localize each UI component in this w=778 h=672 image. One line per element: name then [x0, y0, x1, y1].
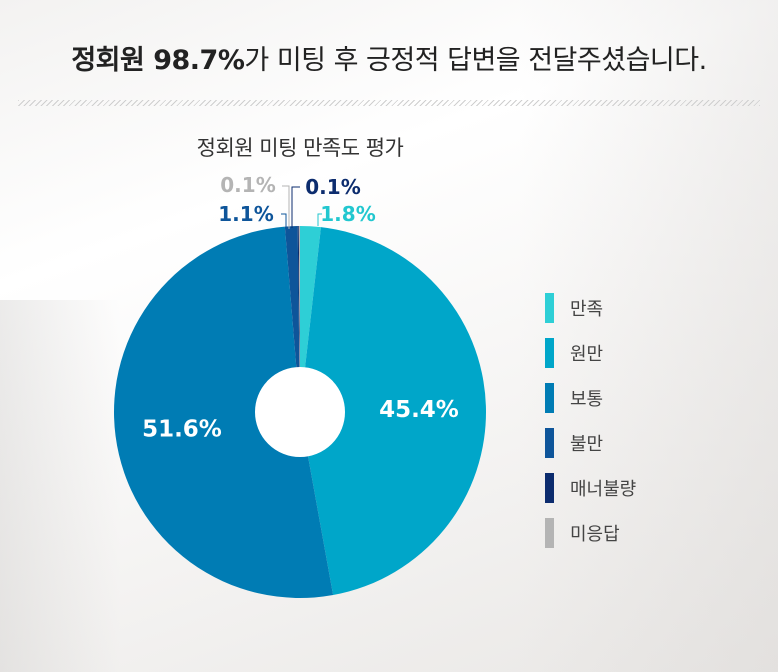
hatched-divider	[18, 100, 760, 106]
legend-label: 불만	[570, 433, 604, 455]
legend-swatch	[545, 472, 554, 503]
data-label-dissatisfied: 1.1%	[218, 202, 273, 226]
legend-label: 만족	[570, 298, 604, 320]
legend-swatch	[545, 337, 554, 368]
data-label-smooth: 45.4%	[379, 397, 459, 423]
leader-line-no-response	[282, 185, 290, 229]
legend-item-bad-manners: 매너불량	[545, 465, 636, 510]
legend-swatch	[545, 382, 554, 413]
headline-rest: 가 미팅 후 긍정적 답변을 전달주셨습니다.	[244, 45, 707, 76]
legend-item-no-response: 미응답	[545, 510, 636, 555]
slice-average	[114, 226, 334, 598]
data-label-no-response: 0.1%	[220, 173, 275, 197]
legend-item-average: 보통	[545, 375, 636, 420]
data-label-bad-manners: 0.1%	[305, 175, 360, 199]
legend-swatch	[545, 427, 554, 458]
data-label-satisfied: 1.8%	[320, 202, 375, 226]
legend-item-satisfied: 만족	[545, 285, 636, 330]
headline-strong: 정회원 98.7%	[71, 45, 245, 76]
slice-dissatisfied	[284, 226, 300, 369]
donut-hole	[255, 367, 345, 457]
legend-item-smooth: 원만	[545, 330, 636, 375]
background-shade-left	[0, 300, 120, 672]
leader-line-bad-manners	[291, 186, 300, 228]
leader-line-dissatisfied	[281, 213, 287, 230]
slice-smooth	[304, 227, 487, 596]
slice-bad-manners	[297, 226, 300, 369]
background-shade-right	[518, 0, 778, 672]
data-label-average: 51.6%	[142, 416, 222, 442]
legend-swatch	[545, 292, 554, 323]
legend-label: 보통	[570, 388, 604, 410]
headline: 정회원 98.7%가 미팅 후 긍정적 답변을 전달주셨습니다.	[0, 38, 778, 77]
leader-line-satisfied	[317, 213, 322, 226]
legend-item-dissatisfied: 불만	[545, 420, 636, 465]
legend-label: 원만	[570, 343, 604, 365]
chart-legend: 만족 원만 보통 불만 매너불량 미응답	[545, 285, 636, 555]
legend-swatch	[545, 517, 554, 548]
slice-no-response	[298, 226, 300, 369]
slice-satisfied	[300, 226, 321, 369]
chart-title: 정회원 미팅 만족도 평가	[196, 136, 404, 160]
legend-label: 매너불량	[570, 478, 637, 500]
legend-label: 미응답	[570, 523, 620, 545]
